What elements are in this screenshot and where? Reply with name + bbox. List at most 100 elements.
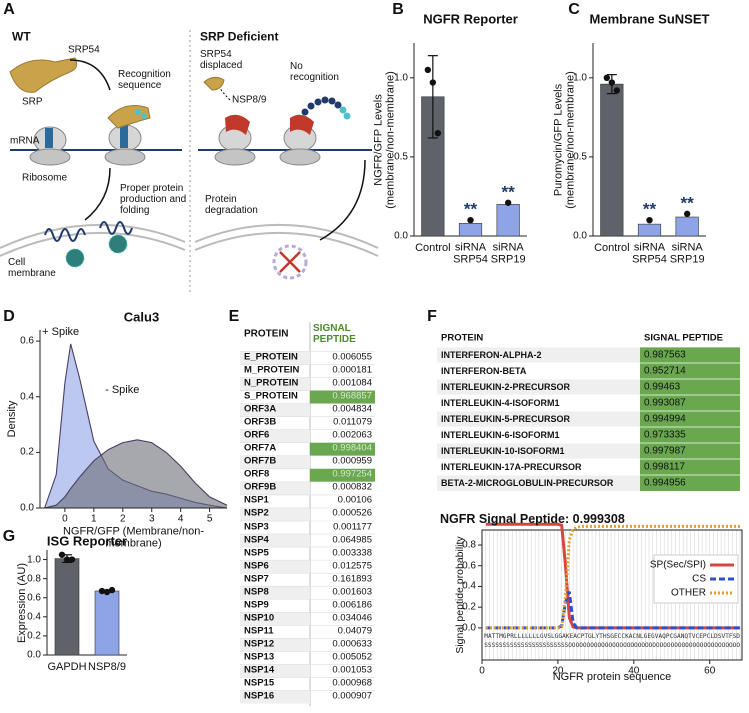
table-cell: INTERLEUKIN-2-PRECURSOR (441, 381, 571, 392)
y-tick-label: 0.5 (573, 151, 587, 163)
cell-highlight (640, 395, 740, 411)
table-cell: S_PROTEIN (244, 390, 298, 402)
chart-title: Membrane SuNSET (589, 11, 710, 27)
x-tick-label: 5 (206, 513, 213, 525)
y-tick-label: 1.0 (394, 72, 408, 84)
data-point (613, 87, 621, 94)
y-axis-label: Expression (AU) (15, 562, 28, 643)
data-point (98, 587, 106, 595)
table-cell: INTERLEUKIN-17A-PRECURSOR (441, 461, 582, 472)
sequence: MATTMGPRLLLLLLLGVSLGGAKEACPTGLYTHSGECCKA… (484, 633, 740, 640)
row-shade (240, 664, 310, 678)
label: mRNA (10, 135, 40, 147)
row-shade (240, 429, 310, 443)
protein-fold (108, 234, 128, 254)
y-tick-label: 0.6 (27, 592, 41, 604)
x-axis-label: NGFR protein sequence (552, 670, 672, 683)
table-cell: M_PROTEIN (244, 364, 300, 376)
arrow (319, 159, 366, 241)
table-cell: 0.011079 (333, 416, 372, 428)
table-cell: 0.04079 (337, 625, 372, 637)
membrane (0, 231, 186, 257)
table-cell: NSP5 (244, 547, 269, 559)
table-cell: 0.952714 (644, 365, 686, 377)
x-tick-label: siRNA SRP19 (669, 241, 705, 266)
row-shade (437, 443, 640, 459)
table-cell: NSP9 (244, 599, 269, 611)
table-cell: 0.000907 (332, 690, 372, 702)
table-cell: BETA-2-MICROGLOBULIN-PRECURSOR (441, 477, 614, 488)
x-tick-label: 60 (704, 665, 716, 677)
chart-title: NGFR Signal Peptide: 0.999308 (440, 512, 625, 526)
table-cell: 0.968857 (332, 390, 372, 402)
table-cell: NSP11 (244, 625, 274, 637)
degraded (272, 244, 308, 280)
x-tick-label: Control (415, 241, 451, 254)
table-cell: 0.997254 (332, 469, 372, 481)
diagram-title: WT (12, 29, 31, 44)
table-cell: INTERLEUKIN-10-ISOFORM1 (441, 445, 565, 456)
table-cell: ORF6 (244, 429, 270, 441)
table-cell: NSP2 (244, 508, 269, 520)
table-cell: NSP14 (244, 664, 275, 676)
membrane (194, 223, 379, 249)
srp (9, 57, 78, 93)
row-shade (240, 690, 310, 704)
table-cell: 0.006055 (332, 351, 372, 363)
table-cell: E_PROTEIN (244, 351, 298, 363)
table-cell: 0.000968 (332, 677, 372, 689)
table-header: PROTEIN (441, 332, 484, 344)
membrane (0, 223, 186, 249)
row-shade (240, 481, 310, 495)
label: SRP54 (68, 44, 100, 56)
data-point (68, 556, 76, 563)
panel-letter: B (392, 1, 404, 19)
panel-letter: F (427, 308, 437, 326)
label: Protein degradation (205, 193, 258, 216)
cross (279, 251, 301, 273)
label: SRP (22, 96, 43, 108)
table-cell: ORF7B (244, 456, 277, 467)
x-tick-label: 1 (91, 513, 97, 525)
x-tick-label: siRNA SRP54 (453, 241, 488, 266)
y-tick-label: 1.0 (573, 72, 587, 84)
y-tick-label: 0.6 (20, 335, 34, 347)
table-cell: NSP16 (244, 690, 275, 702)
row-shade (240, 403, 310, 417)
x-tick-label: GAPDH (47, 660, 87, 673)
table-cell: 0.003338 (332, 547, 372, 559)
data-point (58, 551, 66, 558)
y-tick-label: 0.4 (20, 391, 34, 403)
table-cell: 0.001053 (332, 664, 372, 676)
table-cell: ORF7A (244, 442, 277, 454)
table-cell: INTERLEUKIN-5-PRECURSOR (441, 413, 571, 424)
row-shade (437, 347, 640, 363)
nsp (290, 114, 314, 135)
protein (44, 228, 86, 242)
label: SRP54 displaced (200, 48, 243, 71)
table-cell: 0.001084 (332, 377, 372, 389)
table-cell: 0.000832 (332, 482, 372, 494)
table-cell: 0.034046 (332, 612, 372, 624)
srp54 (203, 76, 225, 91)
table-cell: ORF3B (244, 416, 277, 428)
table-cell: 0.973335 (644, 429, 686, 441)
cell-highlight (640, 427, 740, 443)
table-cell: 0.006186 (332, 599, 372, 611)
x-tick-label: 4 (177, 513, 184, 525)
table-cell: 0.002063 (332, 429, 372, 441)
y-axis-label: Density (5, 400, 18, 438)
table-cell: NSP6 (244, 560, 269, 572)
data-point (603, 74, 611, 82)
series-line (485, 591, 741, 630)
table-cell: 0.000633 (332, 638, 372, 650)
density-line (44, 439, 228, 509)
data-point (434, 129, 442, 137)
table-cell: NSP3 (244, 521, 269, 533)
cell-highlight (310, 390, 375, 404)
y-tick-label: 0.0 (462, 622, 476, 634)
table-cell: NSP15 (244, 677, 275, 689)
signal (135, 109, 141, 115)
table-cell: N_PROTEIN (244, 377, 299, 389)
